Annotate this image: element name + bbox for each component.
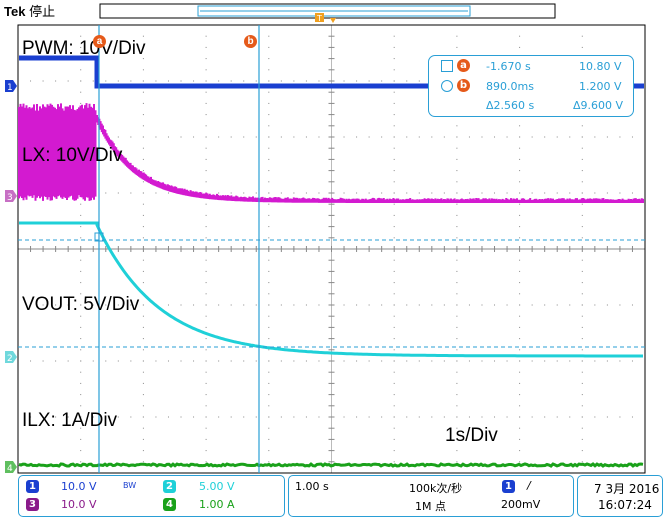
ch2-waveform-vout [19,221,643,358]
cursor-b-value: 1.200 V [579,80,622,93]
ch1-waveform-pwm [19,55,644,89]
status-bar: 1 10.0 V BW 2 5.00 V 3 10.0 V 4 1.00 A 1… [18,475,663,518]
record-length: 1M 点 [415,500,446,513]
date-label: 7 3月 2016 [594,482,660,496]
timebase-setting: 1.00 s [295,480,329,493]
trigger-source-badge[interactable]: 1 [502,480,515,493]
ch3-badge[interactable]: 3 [26,498,39,511]
trigger-slope-icon: / [527,479,531,492]
time-label: 16:07:24 [598,498,652,512]
cursor-a-square-icon [94,232,104,242]
datetime-box: 7 3月 2016 16:07:24 [577,475,663,517]
brand-label: Tek [4,4,26,19]
scope-header: Tek 停止 [4,1,55,20]
cursor-a-value: 10.80 V [579,60,622,73]
ch2-marker-label: 2 [7,354,13,364]
ch1-badge[interactable]: 1 [26,480,39,493]
ch2-ground-marker-icon[interactable] [5,351,17,363]
annotation-timebase: 1s/Div [445,425,498,446]
trigger-position-marker[interactable] [315,13,324,22]
ch4-waveform-ilx [18,462,644,468]
graticule-border [17,24,646,474]
cursor-delta-time: Δ2.560 s [486,99,535,112]
cursor-a-square-icon [441,60,453,72]
trigger-position-arrow-icon [330,18,336,23]
ch3-waveform-lx [18,103,644,203]
graticule [17,24,646,474]
cursor-readout-panel: a -1.670 s 10.80 V b 890.0ms 1.200 V Δ2.… [428,55,634,117]
sample-rate: 100k次/秒 [409,482,463,495]
ch1-bandwidth-limit: BW [123,481,137,490]
ch4-marker-label: 4 [7,464,13,474]
ch4-scale: 1.00 A [199,498,235,511]
cursor-b-circle-icon [441,80,453,92]
ch1-scale: 10.0 V [61,480,97,493]
ch2-badge[interactable]: 2 [163,480,176,493]
cursor-a-time: -1.670 s [486,60,531,73]
ch2-scale: 5.00 V [199,480,235,493]
cursor-b-time: 890.0ms [486,80,534,93]
readout-cursor-b-badge: b [457,79,470,92]
horizontal-trigger-box[interactable]: 1.00 s 100k次/秒 1M 点 1 / 200mV [288,475,574,517]
annotation-vout: VOUT: 5V/Div [22,294,140,315]
cursor-b-badge[interactable]: b [244,35,257,48]
vertical-settings-box[interactable]: 1 10.0 V BW 2 5.00 V 3 10.0 V 4 1.00 A [18,475,285,517]
cursor-a-badge[interactable]: a [93,35,106,48]
readout-cursor-a-badge: a [457,59,470,72]
ch4-badge[interactable]: 4 [163,498,176,511]
trigger-level: 200mV [501,498,541,511]
acquisition-state: 停止 [29,4,56,19]
ch1-marker-label: 1 [7,83,13,93]
ch1-ground-marker-icon[interactable] [5,80,17,92]
trigger-marker-glyph: T [316,14,322,23]
annotation-lx: LX: 10V/Div [22,145,123,166]
ch3-scale: 10.0 V [61,498,97,511]
ch3-ground-marker-icon[interactable] [5,190,17,202]
cursor-delta-value: Δ9.600 V [573,99,624,112]
annotation-pwm: PWM: 10V/Div [22,38,146,59]
ch4-ground-marker-icon[interactable] [5,461,17,473]
ch3-marker-label: 3 [7,193,13,203]
annotation-ilx: ILX: 1A/Div [22,410,118,431]
